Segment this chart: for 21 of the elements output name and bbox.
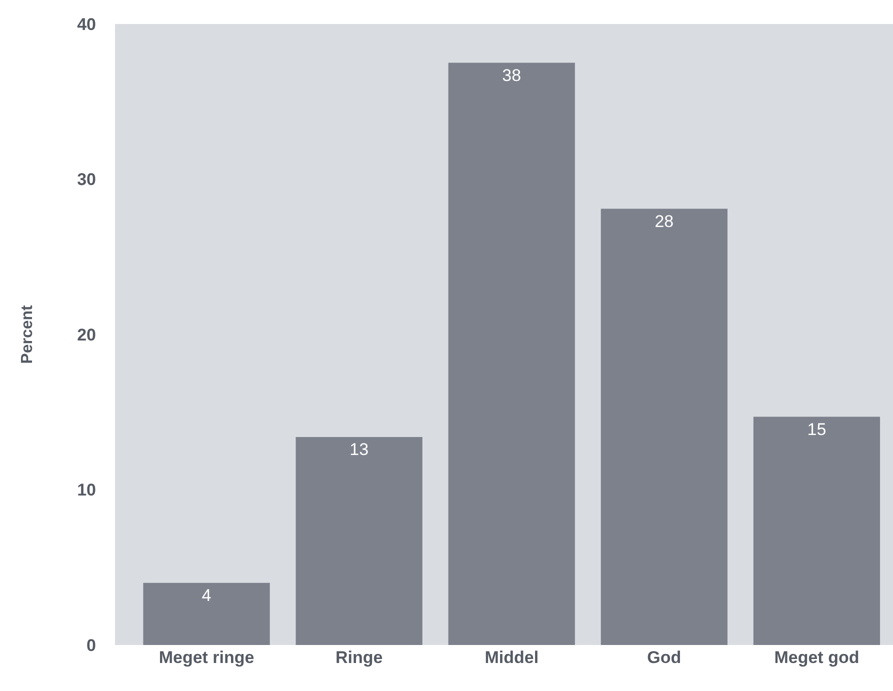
bar bbox=[753, 416, 880, 645]
x-tick-label: Ringe bbox=[335, 648, 383, 667]
x-tick-label: God bbox=[647, 648, 682, 667]
y-tick-label: 10 bbox=[77, 480, 96, 500]
y-tick-label: 30 bbox=[77, 170, 96, 190]
y-tick-label: 0 bbox=[86, 636, 96, 655]
x-tick-label: Middel bbox=[484, 648, 539, 667]
data-label: 38 bbox=[502, 66, 522, 85]
bar bbox=[600, 208, 728, 645]
bar bbox=[296, 436, 422, 645]
y-tick-label: 20 bbox=[77, 325, 96, 344]
x-tick-label: Meget ringe bbox=[158, 648, 254, 667]
bar bbox=[448, 62, 575, 645]
y-axis-title: Percent bbox=[18, 304, 36, 364]
bar bbox=[143, 582, 270, 645]
data-label: 13 bbox=[350, 440, 369, 459]
y-tick-label: 40 bbox=[77, 14, 96, 34]
data-label: 28 bbox=[654, 212, 674, 231]
data-label: 4 bbox=[202, 586, 212, 605]
x-tick-label: Meget god bbox=[774, 648, 860, 667]
data-label: 15 bbox=[807, 420, 826, 439]
